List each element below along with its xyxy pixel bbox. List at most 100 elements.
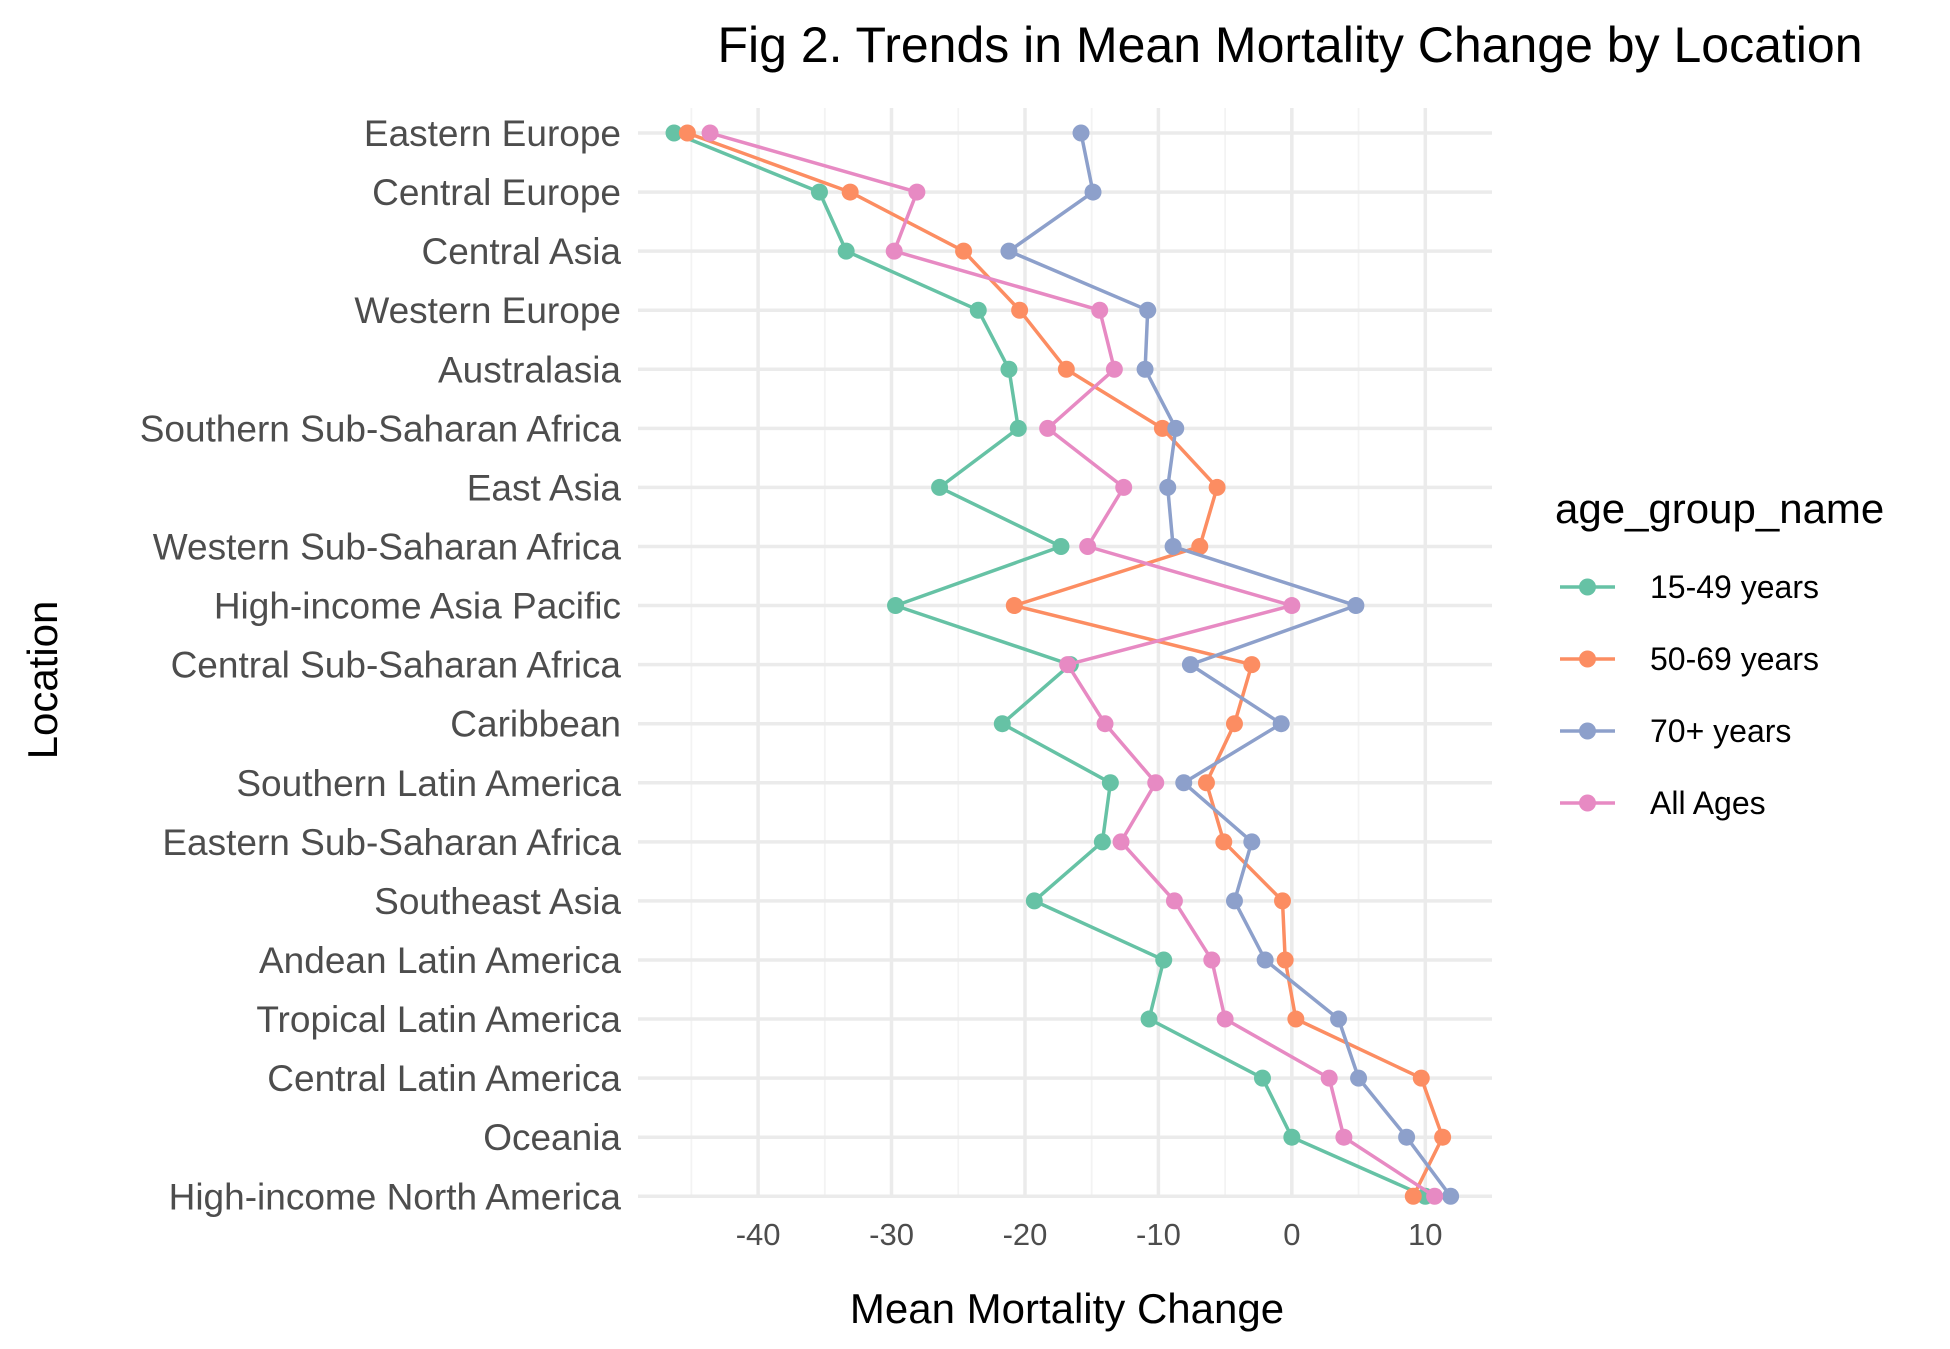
y-tick-label: Eastern Sub-Saharan Africa	[162, 822, 621, 863]
data-point	[1057, 360, 1075, 378]
data-point	[1404, 1187, 1422, 1205]
data-point	[678, 124, 696, 142]
data-point	[1000, 360, 1018, 378]
legend-marker	[1579, 794, 1596, 812]
data-point	[1167, 419, 1185, 437]
data-point	[1000, 242, 1018, 260]
data-point	[1283, 597, 1301, 615]
data-point	[1011, 301, 1029, 319]
y-axis-title: Location	[19, 601, 66, 760]
data-point	[701, 124, 719, 142]
data-point	[885, 242, 903, 260]
y-tick-label: Andean Latin America	[259, 940, 621, 981]
x-tick-label: -40	[736, 1217, 781, 1252]
data-point	[1112, 833, 1130, 851]
y-tick-label: High-income Asia Pacific	[214, 586, 621, 627]
data-point	[1330, 1010, 1348, 1028]
data-point	[1320, 1069, 1338, 1087]
data-point	[1272, 715, 1290, 733]
data-point	[1079, 537, 1097, 555]
legend-label: All Ages	[1650, 785, 1766, 821]
data-point	[1164, 537, 1182, 555]
data-point	[1175, 774, 1193, 792]
data-point	[1287, 1010, 1305, 1028]
data-point	[1115, 478, 1133, 496]
data-point	[1216, 1010, 1234, 1028]
data-point	[1350, 1069, 1368, 1087]
series-1	[678, 124, 1452, 1205]
y-tick-label: Southeast Asia	[374, 881, 621, 922]
data-point	[908, 183, 926, 201]
data-point	[1165, 892, 1183, 910]
y-tick-label: Central Europe	[372, 172, 621, 213]
y-tick-label: Oceania	[483, 1117, 621, 1158]
data-point	[993, 715, 1011, 733]
data-point	[1136, 360, 1154, 378]
data-point	[1434, 1128, 1452, 1146]
legend-item: 70+ years	[1560, 713, 1791, 749]
data-point	[1091, 301, 1109, 319]
y-tick-label: Australasia	[438, 349, 621, 390]
legend-item: All Ages	[1560, 785, 1766, 821]
data-point	[810, 183, 828, 201]
data-point	[1140, 1010, 1158, 1028]
legend-title: age_group_name	[1555, 485, 1884, 532]
x-axis-title: Mean Mortality Change	[850, 1285, 1284, 1332]
series-group	[665, 124, 1460, 1205]
data-point	[1398, 1128, 1416, 1146]
data-point	[1225, 892, 1243, 910]
data-point	[1426, 1187, 1444, 1205]
data-point	[955, 242, 973, 260]
legend-marker	[1579, 722, 1596, 740]
data-point	[1093, 833, 1111, 851]
data-point	[665, 124, 683, 142]
x-tick-label: 0	[1283, 1217, 1300, 1252]
x-tick-label: -10	[1136, 1217, 1181, 1252]
data-point	[1274, 892, 1292, 910]
data-point	[1225, 715, 1243, 733]
y-tick-label: Tropical Latin America	[256, 999, 621, 1040]
y-tick-label: Western Europe	[354, 290, 621, 331]
legend-item: 50-69 years	[1560, 641, 1819, 677]
data-point	[1283, 1128, 1301, 1146]
y-tick-label: Western Sub-Saharan Africa	[153, 526, 622, 567]
grid	[638, 108, 1492, 1199]
data-point	[1084, 183, 1102, 201]
data-point	[1005, 597, 1023, 615]
legend-marker	[1579, 650, 1596, 668]
data-point	[1181, 656, 1199, 674]
data-point	[1347, 597, 1365, 615]
y-tick-label: Caribbean	[450, 704, 621, 745]
y-tick-label: Central Asia	[422, 231, 622, 272]
data-point	[1059, 656, 1077, 674]
data-point	[887, 597, 905, 615]
data-point	[841, 183, 859, 201]
legend-label: 70+ years	[1650, 713, 1791, 749]
data-point	[1025, 892, 1043, 910]
data-point	[1203, 951, 1221, 969]
data-point	[1159, 478, 1177, 496]
legend-item: 15-49 years	[1560, 569, 1819, 605]
data-point	[1139, 301, 1157, 319]
x-tick-label: -20	[1003, 1217, 1048, 1252]
y-tick-label: Southern Latin America	[236, 763, 621, 804]
y-tick-label: Central Sub-Saharan Africa	[171, 645, 622, 686]
data-point	[1155, 951, 1173, 969]
legend: age_group_name 15-49 years 50-69 years 70+…	[1555, 485, 1884, 821]
data-point	[1191, 537, 1209, 555]
data-point	[1147, 774, 1165, 792]
data-point	[1105, 360, 1123, 378]
data-point	[1096, 715, 1114, 733]
y-tick-label: Eastern Europe	[364, 113, 621, 154]
data-point	[1253, 1069, 1271, 1087]
legend-label: 50-69 years	[1650, 641, 1819, 677]
data-point	[1256, 951, 1274, 969]
data-point	[1243, 833, 1261, 851]
data-point	[1153, 419, 1171, 437]
data-point	[1039, 419, 1057, 437]
series-2	[1000, 124, 1460, 1205]
legend-label: 15-49 years	[1650, 569, 1819, 605]
data-point	[1101, 774, 1119, 792]
data-point	[931, 478, 949, 496]
